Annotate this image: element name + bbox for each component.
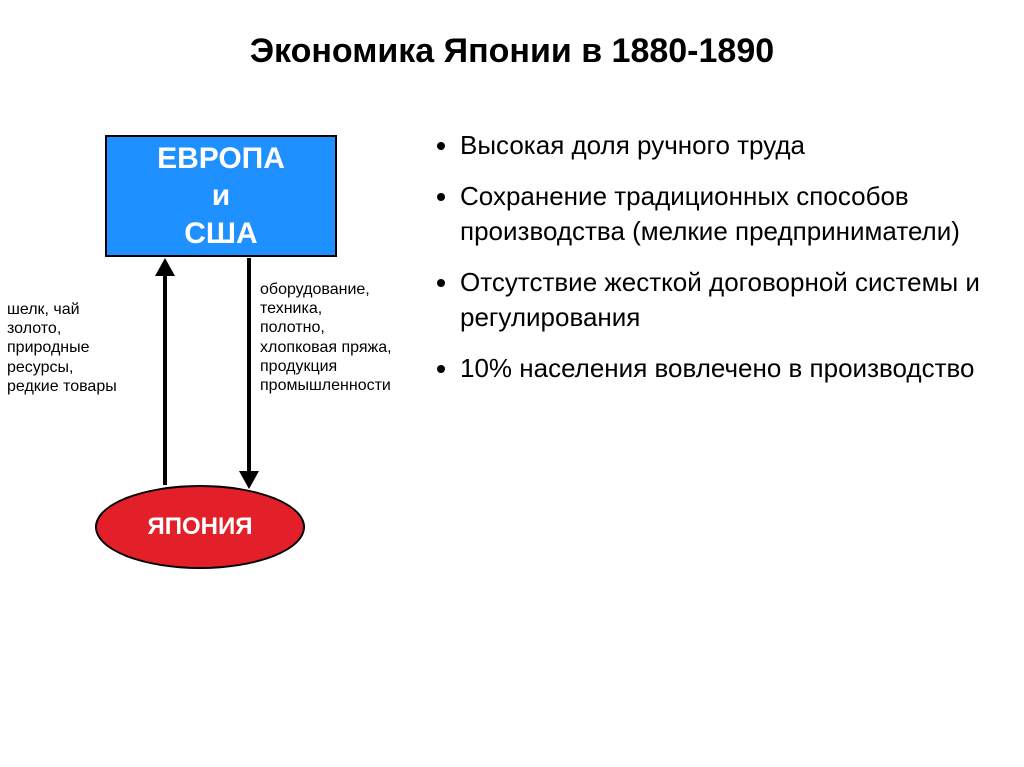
slide-title: Экономика Японии в 1880-1890 [0,32,1024,71]
bullet-list: Высокая доля ручного труда Сохранение тр… [432,128,992,403]
imports-label: оборудование, техника, полотно, хлопкова… [260,280,430,395]
bullet-item: 10% населения вовлечено в производство [460,351,992,386]
bullet-item: Сохранение традиционных способов произво… [460,179,992,249]
arrow-imports-head [239,471,259,489]
arrow-exports-head [155,258,175,276]
bullet-item: Отсутствие жесткой договорной системы и … [460,265,992,335]
node-europe-usa: ЕВРОПА и США [105,135,337,257]
exports-label: шелк, чай золото, природные ресурсы, ред… [7,300,157,396]
trade-diagram: ЕВРОПА и США ЯПОНИЯ шелк, чай золото, пр… [55,135,405,565]
slide: Экономика Японии в 1880-1890 ЕВРОПА и СШ… [0,0,1024,767]
arrow-exports-shaft [163,275,167,485]
node-japan: ЯПОНИЯ [95,485,305,569]
arrow-imports-shaft [247,258,251,472]
bullet-item: Высокая доля ручного труда [460,128,992,163]
